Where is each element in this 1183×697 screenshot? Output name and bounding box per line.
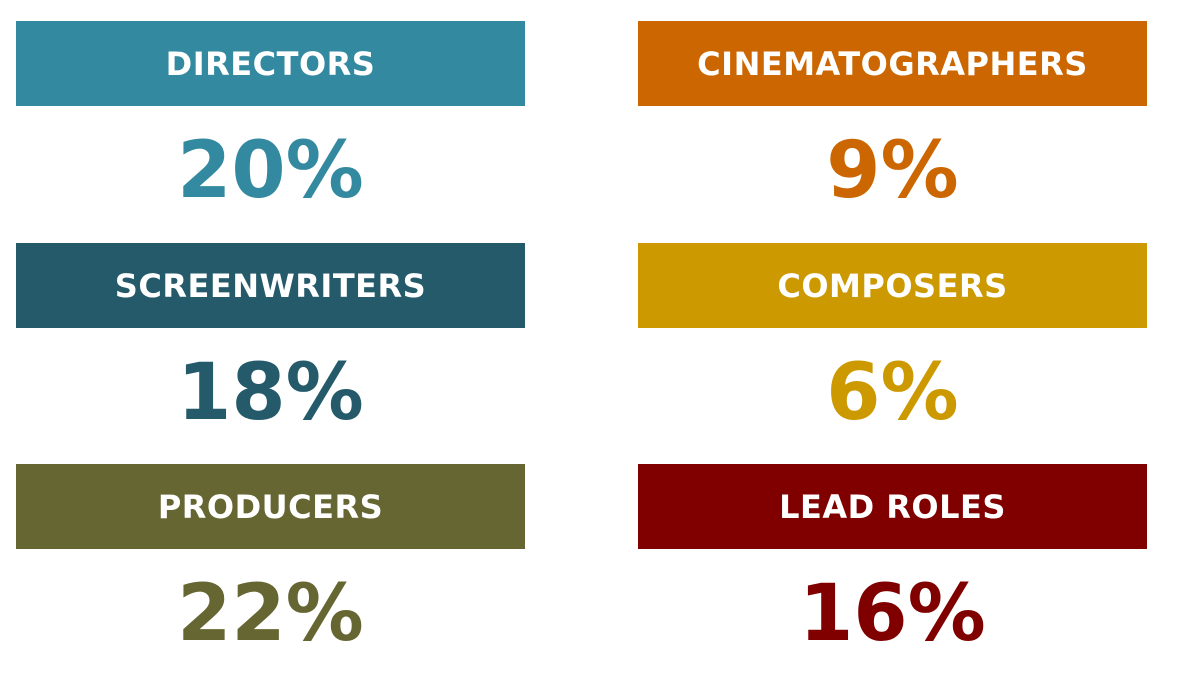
card-value: 6% [826,348,959,438]
stat-card: DIRECTORS 20% [16,21,525,236]
card-label: COMPOSERS [638,243,1147,328]
card-value: 20% [177,126,364,216]
card-value: 22% [177,569,364,659]
card-label: LEAD ROLES [638,464,1147,549]
card-value: 16% [799,569,986,659]
stat-card: CINEMATOGRAPHERS 9% [638,21,1147,236]
stat-card: SCREENWRITERS 18% [16,243,525,458]
card-label: PRODUCERS [16,464,525,549]
stat-card: COMPOSERS 6% [638,243,1147,458]
stat-card: LEAD ROLES 16% [638,464,1147,679]
card-label: CINEMATOGRAPHERS [638,21,1147,106]
stat-card: PRODUCERS 22% [16,464,525,679]
card-value: 18% [177,348,364,438]
card-label: DIRECTORS [16,21,525,106]
card-value: 9% [826,126,959,216]
card-label: SCREENWRITERS [16,243,525,328]
